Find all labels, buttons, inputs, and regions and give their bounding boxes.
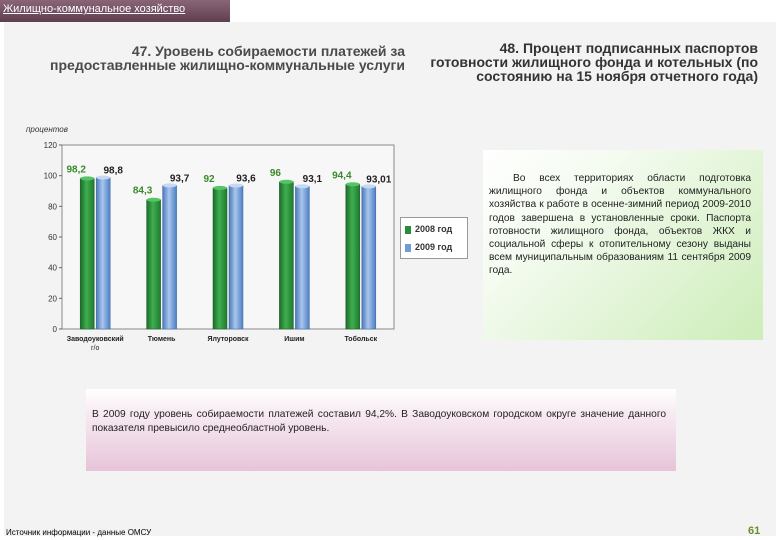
- data-label: 93,01: [366, 174, 391, 185]
- bar-top: [295, 184, 310, 189]
- data-label: 98,2: [66, 164, 86, 175]
- summary-box: В 2009 году уровень собираемости платеже…: [86, 389, 676, 471]
- data-label: 92: [203, 174, 215, 185]
- x-tick-label-line2: г/о: [91, 345, 99, 352]
- chart-48-title: 48. Процент подписанных паспортов готовн…: [430, 40, 758, 84]
- section-header: Жилищно-коммунальное хозяйство: [0, 0, 230, 22]
- legend-label-2008: 2008 год: [415, 224, 453, 234]
- info-text: Во всех территориях области подготовка ж…: [489, 173, 751, 277]
- summary-text: В 2009 году уровень собираемости платеже…: [92, 409, 666, 434]
- y-tick-label: 20: [48, 294, 57, 303]
- page-number: 61: [748, 525, 761, 537]
- plot-area: [61, 144, 395, 330]
- bar-2009: [95, 177, 111, 330]
- data-label: 93,1: [303, 174, 323, 185]
- x-tick-label: Ялуторовск: [207, 336, 249, 343]
- y-tick-label: 100: [44, 172, 58, 181]
- bar-chart: 0 20 40 60 80 100 120 98,2 98,8 84,3 93,7 92 93,6 96…: [44, 141, 395, 352]
- bar-top: [279, 179, 294, 184]
- x-tick-label: Заводоуковский: [67, 335, 124, 343]
- info-box: Во всех территориях области подготовка ж…: [483, 150, 763, 340]
- x-tick-label: Ишим: [284, 336, 304, 343]
- data-label: 94,4: [332, 170, 352, 181]
- legend-swatch-2009: [405, 243, 411, 252]
- y-tick-label: 40: [48, 264, 57, 273]
- bar-2008: [146, 199, 161, 330]
- y-axis-label: процентов: [26, 125, 68, 134]
- bar-top: [96, 175, 111, 180]
- legend-swatch-2008: [405, 225, 411, 234]
- bar-top: [361, 184, 376, 189]
- y-tick-label: 80: [48, 202, 57, 211]
- x-tick-label: Тобольск: [344, 335, 377, 343]
- legend-item-2009: 2009 год: [405, 242, 452, 252]
- data-label: 93,6: [236, 173, 256, 184]
- data-label: 84,3: [133, 186, 153, 197]
- bar-top: [146, 197, 161, 202]
- bar-top: [345, 182, 360, 187]
- bar-top: [213, 185, 227, 190]
- y-tick-label: 120: [44, 141, 58, 150]
- bar-2009: [295, 185, 310, 330]
- bar-2009: [228, 185, 244, 330]
- bar-top: [229, 183, 243, 188]
- chart-47-title: 47. Уровень собираемости платежей за пре…: [50, 43, 405, 73]
- bar-2009: [162, 185, 177, 330]
- bar-2008: [279, 181, 294, 330]
- bar-top: [80, 176, 95, 181]
- y-tick-label: 0: [53, 325, 58, 334]
- bar-2008: [79, 178, 95, 330]
- data-label: 96: [270, 168, 282, 179]
- chart-legend: 2008 год 2009 год: [400, 217, 468, 259]
- bar-top: [162, 183, 177, 188]
- data-label: 93,7: [170, 173, 190, 184]
- section-title[interactable]: Жилищно-коммунальное хозяйство: [3, 3, 186, 15]
- source-note: Источник информации - данные ОМСУ: [6, 528, 152, 537]
- bar-2008: [345, 184, 361, 330]
- y-tick-label: 60: [48, 233, 57, 242]
- bar-2009: [361, 186, 377, 330]
- legend-label-2009: 2009 год: [415, 242, 453, 252]
- legend-item-2008: 2008 год: [405, 224, 452, 234]
- x-tick-label: Тюмень: [148, 336, 176, 343]
- bar-2008: [212, 187, 228, 330]
- data-label: 98,8: [103, 166, 123, 177]
